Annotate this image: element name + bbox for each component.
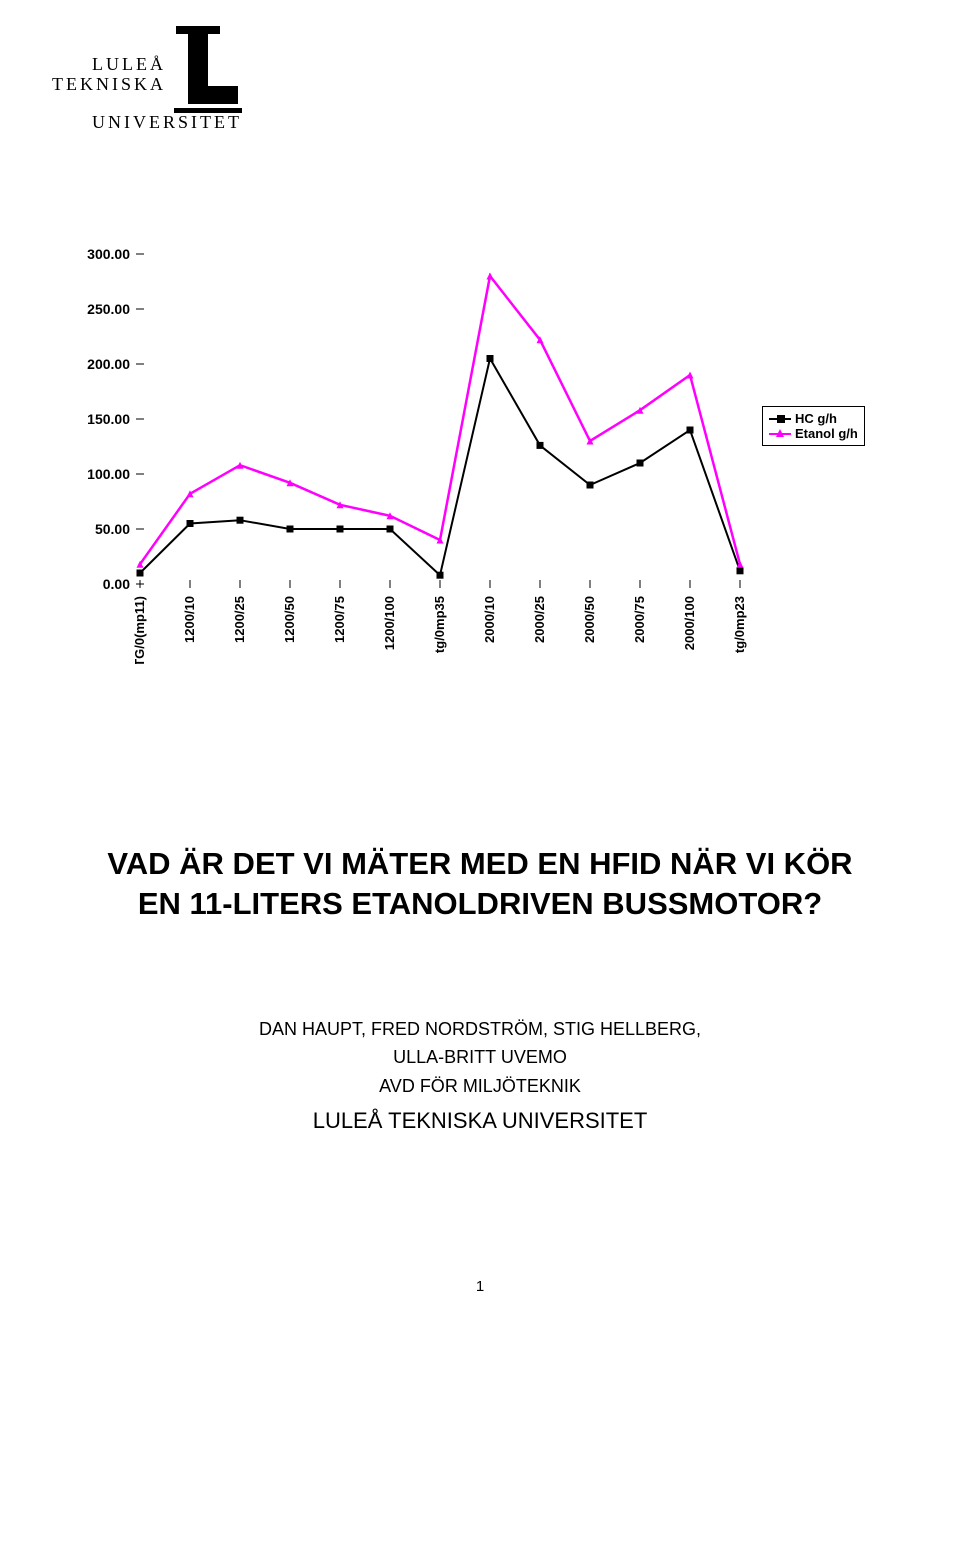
chart-svg: 0.00 50.00 100.00 150.00 200.00 250.00 300.00 T… xyxy=(50,244,910,664)
svg-text:250.00: 250.00 xyxy=(87,301,130,317)
svg-text:1200/100: 1200/100 xyxy=(382,596,397,650)
svg-text:150.00: 150.00 xyxy=(87,411,130,427)
svg-text:200.00: 200.00 xyxy=(87,356,130,372)
svg-text:TG/0(mp11): TG/0(mp11) xyxy=(132,596,147,664)
logo-svg: LULEÅ TEKNISKA UNIVERSITET xyxy=(48,24,258,134)
authors-line1: DAN HAUPT, FRED NORDSTRÖM, STIG HELLBERG… xyxy=(48,1015,912,1044)
svg-text:1200/10: 1200/10 xyxy=(182,596,197,643)
title-line1: VAD ÄR DET VI MÄTER MED EN HFID NÄR VI K… xyxy=(107,846,852,881)
svg-text:tg/0mp35: tg/0mp35 xyxy=(432,596,447,653)
title-line2: EN 11-LITERS ETANOLDRIVEN BUSSMOTOR? xyxy=(138,886,822,921)
legend-item: Etanol g/h xyxy=(769,426,858,441)
authors-line2: ULLA-BRITT UVEMO xyxy=(48,1043,912,1072)
svg-text:50.00: 50.00 xyxy=(95,521,130,537)
chart-legend: HC g/hEtanol g/h xyxy=(762,406,865,446)
svg-text:1200/75: 1200/75 xyxy=(332,596,347,643)
paper-title: VAD ÄR DET VI MÄTER MED EN HFID NÄR VI K… xyxy=(90,844,870,925)
svg-text:2000/75: 2000/75 xyxy=(632,596,647,643)
svg-text:1200/50: 1200/50 xyxy=(282,596,297,643)
page-number: 1 xyxy=(48,1278,912,1295)
university-logo: LULEÅ TEKNISKA UNIVERSITET xyxy=(48,24,912,134)
university: LULEÅ TEKNISKA UNIVERSITET xyxy=(48,1103,912,1138)
logo-line2: TEKNISKA xyxy=(52,74,166,94)
svg-text:2000/100: 2000/100 xyxy=(682,596,697,650)
department: AVD FÖR MILJÖTEKNIK xyxy=(48,1072,912,1101)
svg-text:0.00: 0.00 xyxy=(103,576,130,592)
svg-text:tg/0mp23: tg/0mp23 xyxy=(732,596,747,653)
legend-label: Etanol g/h xyxy=(795,426,858,441)
legend-item: HC g/h xyxy=(769,411,858,426)
hc-etanol-chart: 0.00 50.00 100.00 150.00 200.00 250.00 300.00 T… xyxy=(50,244,910,664)
svg-text:1200/25: 1200/25 xyxy=(232,596,247,643)
svg-text:100.00: 100.00 xyxy=(87,466,130,482)
svg-text:2000/10: 2000/10 xyxy=(482,596,497,643)
logo-line1: LULEÅ xyxy=(92,54,166,74)
svg-text:300.00: 300.00 xyxy=(87,246,130,262)
svg-text:2000/50: 2000/50 xyxy=(582,596,597,643)
svg-text:2000/25: 2000/25 xyxy=(532,596,547,643)
legend-label: HC g/h xyxy=(795,411,837,426)
logo-line3: UNIVERSITET xyxy=(92,112,242,132)
